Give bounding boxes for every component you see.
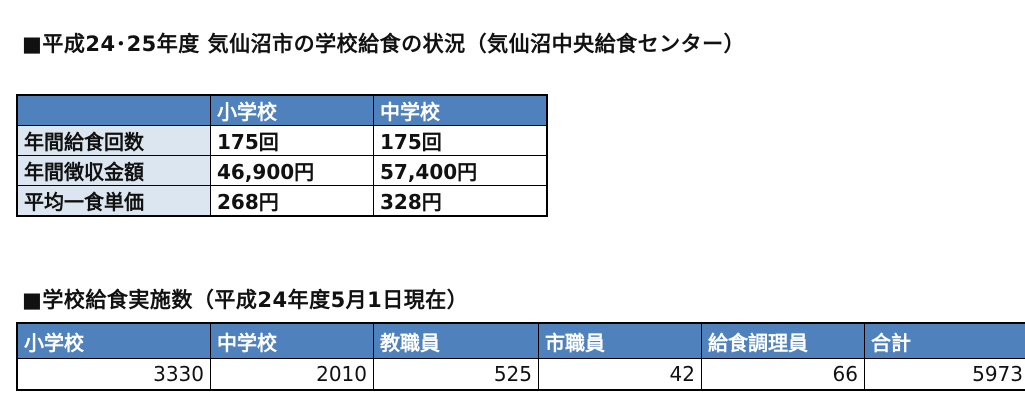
table-cell: 42 <box>538 358 702 391</box>
row-label: 年間徴収金額 <box>16 155 211 186</box>
meal-status-table: 小学校 中学校 年間給食回数 175回 175回 年間徴収金額 46,900円 … <box>16 94 548 217</box>
table-header-cell: 中学校 <box>373 94 548 126</box>
table-row: 平均一食単価 268円 328円 <box>16 185 548 217</box>
table-header-row: 小学校 中学校 教職員 市職員 給食調理員 合計 <box>16 322 1025 359</box>
table-header-row: 小学校 中学校 <box>16 94 548 126</box>
table-header-cell: 給食調理員 <box>701 322 865 359</box>
table-cell: 268円 <box>210 185 374 217</box>
table-cell: 2010 <box>210 358 374 391</box>
table-header-cell: 合計 <box>864 322 1025 359</box>
table-header-cell: 教職員 <box>373 322 539 359</box>
table-cell: 328円 <box>373 185 548 217</box>
table-cell: 525 <box>373 358 539 391</box>
row-label: 年間給食回数 <box>16 125 211 156</box>
table-header-cell <box>16 94 211 126</box>
table-row: 年間給食回数 175回 175回 <box>16 125 548 156</box>
table-cell: 175回 <box>210 125 374 156</box>
table-cell: 175回 <box>373 125 548 156</box>
table-cell: 46,900円 <box>210 155 374 186</box>
table-cell: 3330 <box>16 358 211 391</box>
table-row: 3330 2010 525 42 66 5973 <box>16 358 1025 391</box>
table-row: 年間徴収金額 46,900円 57,400円 <box>16 155 548 186</box>
table-header-cell: 中学校 <box>210 322 374 359</box>
section-title-meal-status: ■平成24･25年度 気仙沼市の学校給食の状況（気仙沼中央給食センター） <box>22 32 746 56</box>
section-title-meal-count: ■学校給食実施数（平成24年度5月1日現在） <box>22 288 469 312</box>
table-header-cell: 小学校 <box>210 94 374 126</box>
table-cell: 5973 <box>864 358 1025 391</box>
meal-count-table: 小学校 中学校 教職員 市職員 給食調理員 合計 3330 2010 525 4… <box>16 322 1025 391</box>
table-header-cell: 市職員 <box>538 322 702 359</box>
row-label: 平均一食単価 <box>16 185 211 217</box>
table-cell: 57,400円 <box>373 155 548 186</box>
table-header-cell: 小学校 <box>16 322 211 359</box>
table-cell: 66 <box>701 358 865 391</box>
